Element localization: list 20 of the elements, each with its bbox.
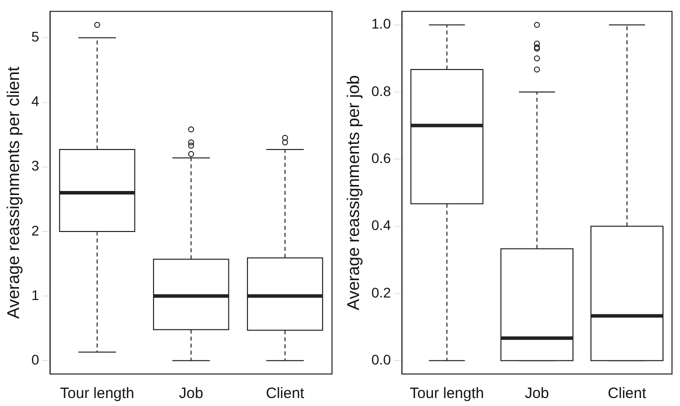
y-tick-label: 0.2	[371, 284, 392, 300]
x-tick-label: Client	[266, 385, 306, 402]
y-axis-title: Average reassignments per job	[344, 75, 363, 310]
x-tick-label: Job	[524, 385, 550, 402]
x-tick-label: Tour length	[410, 385, 484, 402]
y-tick-label: 1	[31, 286, 40, 303]
y-tick-label: 3	[31, 158, 40, 174]
y-tick-label: 0.8	[371, 82, 392, 99]
x-tick-label: Tour length	[60, 385, 134, 402]
y-tick-label: 0.0	[371, 351, 392, 368]
y-tick-label: 1.0	[371, 16, 392, 32]
x-tick-label: Client	[608, 385, 647, 402]
y-tick-label: 0.6	[371, 150, 392, 166]
y-tick-label: 5	[31, 28, 40, 45]
y-axis-title: Average reassignments per client	[4, 66, 23, 319]
x-tick-label: Job	[179, 385, 204, 402]
y-tick-label: 2	[31, 222, 40, 238]
y-tick-label: 4	[31, 93, 40, 110]
y-tick-label: 0	[31, 351, 40, 368]
y-tick-label: 0.4	[371, 217, 392, 234]
